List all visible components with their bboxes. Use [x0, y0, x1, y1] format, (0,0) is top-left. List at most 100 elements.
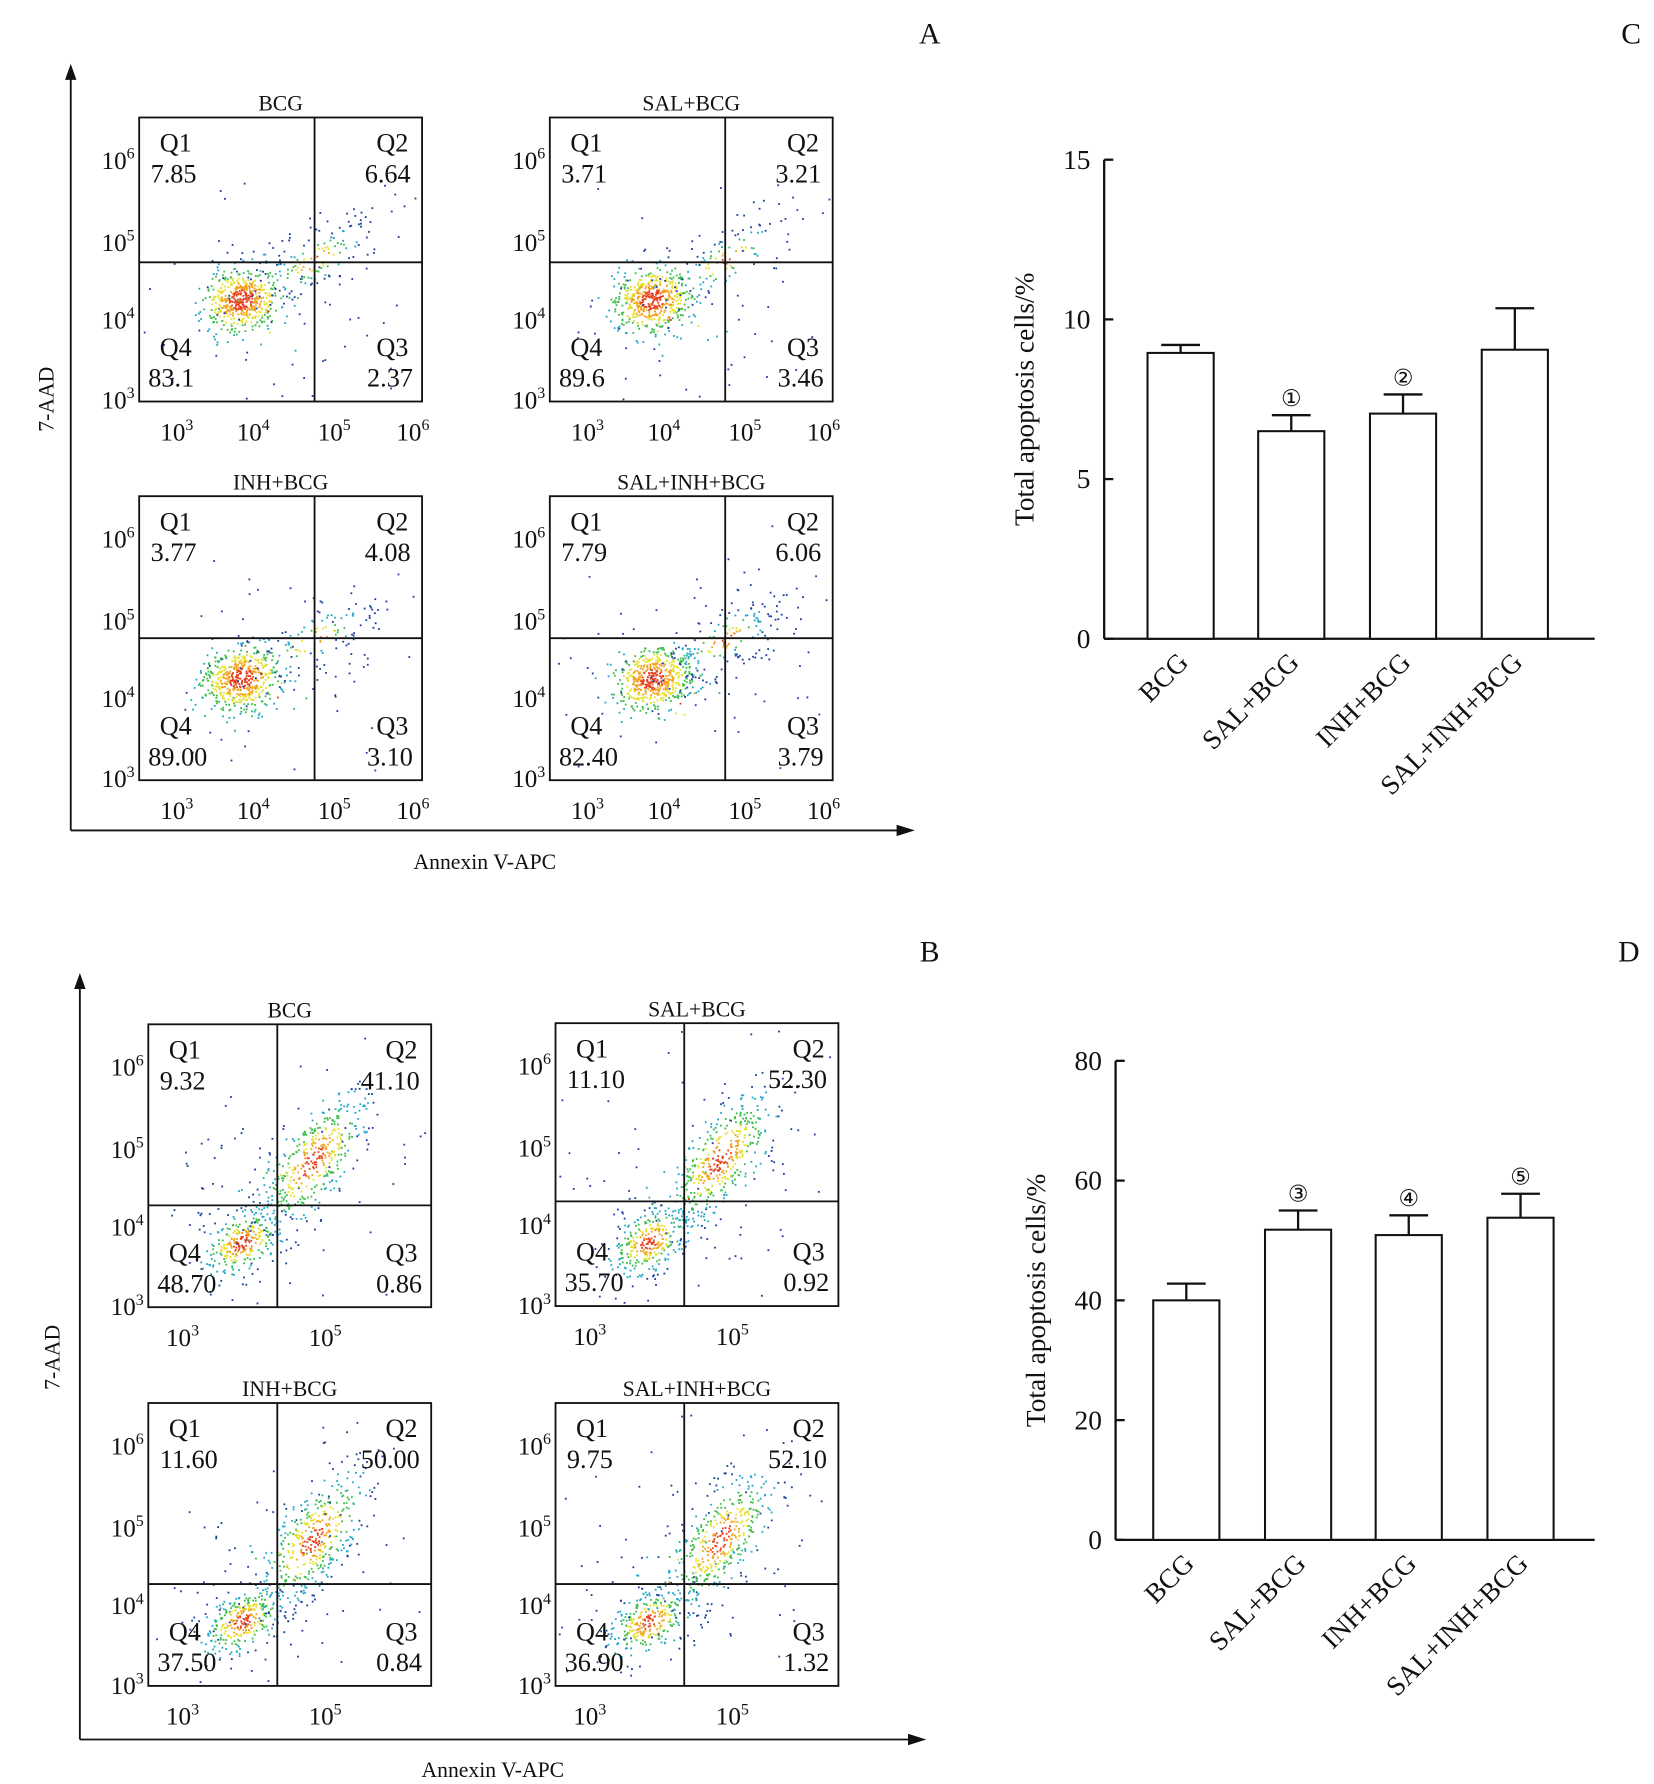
scatter-point [301, 278, 304, 280]
scatter-point [675, 290, 678, 293]
scatter-point [633, 1267, 636, 1270]
scatter-point [604, 1275, 607, 1278]
scatter-point [229, 306, 232, 309]
scatter-point [334, 616, 336, 619]
scatter-point [340, 1139, 343, 1142]
scatter-point [684, 1183, 687, 1186]
scatter-point [785, 616, 788, 619]
scatter-point [254, 317, 257, 320]
scatter-point [313, 1167, 315, 1170]
scatter-point [621, 1211, 624, 1214]
scatter-point [324, 1154, 326, 1156]
scatter-point [648, 313, 651, 316]
scatter-point [211, 647, 214, 650]
scatter-point [258, 694, 260, 697]
scatter-point [724, 1177, 727, 1180]
scatter-point [289, 1282, 292, 1285]
scatter-point [658, 1230, 660, 1233]
scatter-point [620, 286, 623, 289]
scatter-point [284, 1616, 287, 1619]
scatter-point [651, 294, 654, 296]
scatter-point [229, 1250, 232, 1253]
scatter-point [395, 304, 398, 307]
scatter-point [237, 282, 240, 285]
scatter-point [317, 1174, 320, 1177]
scatter-point [662, 1238, 664, 1240]
scatter-point [247, 316, 250, 319]
scatter-point [244, 1593, 246, 1596]
scatter-point [781, 1109, 783, 1112]
scatter-point [245, 672, 248, 675]
scatter-point [694, 315, 697, 318]
scatter-point [253, 1621, 256, 1624]
scatter-point [697, 662, 700, 665]
scatter-point [242, 1229, 245, 1232]
scatter-point [226, 309, 229, 311]
scatter-point [693, 639, 696, 642]
scatter-point [655, 323, 658, 326]
scatter-point [678, 684, 681, 687]
scatter-point [665, 299, 668, 302]
scatter-point [209, 296, 211, 299]
scatter-point [340, 1492, 342, 1495]
scatter-point [286, 649, 289, 652]
scatter-point [655, 1227, 658, 1230]
scatter-point [658, 280, 661, 283]
scatter-point [244, 280, 247, 283]
scatter-point [191, 751, 194, 754]
scatter-point [262, 288, 264, 291]
scatter-point [787, 233, 790, 236]
scatter-point [624, 703, 627, 706]
scatter-point [628, 669, 631, 672]
scatter-point [651, 662, 654, 665]
scatter-point [271, 1627, 273, 1630]
scatter-point [252, 1230, 255, 1233]
scatter-point [626, 315, 629, 317]
scatter-point [754, 252, 757, 255]
scatter-point [634, 670, 637, 673]
scatter-point [624, 294, 627, 297]
scatter-point [650, 292, 653, 295]
scatter-point [225, 1255, 228, 1258]
scatter-point [215, 1597, 218, 1599]
scatter-point [693, 692, 696, 695]
scatter-point [621, 1261, 624, 1264]
scatter-point [214, 1222, 217, 1225]
scatter-point [337, 1110, 340, 1113]
scatter-point [231, 293, 234, 295]
scatter-point [748, 1121, 751, 1124]
scatter-point [215, 694, 218, 697]
scatter-point [337, 629, 339, 632]
scatter-point [253, 679, 256, 682]
scatter-point [331, 1179, 334, 1182]
scatter-point [656, 661, 659, 664]
scatter-point [266, 324, 269, 327]
scatter-point [646, 1253, 649, 1256]
scatter-point [703, 1172, 706, 1175]
scatter-point [255, 1613, 258, 1616]
scatter-point [711, 273, 714, 276]
scatter-point [239, 695, 242, 698]
scatter-point [295, 1182, 298, 1184]
scatter-point [713, 642, 715, 645]
scatter-point [258, 639, 261, 642]
scatter-point [317, 270, 320, 273]
scatter-point [744, 614, 747, 617]
scatter-point [665, 277, 668, 280]
scatter-point [721, 231, 724, 233]
scatter-point [714, 1168, 717, 1171]
scatter-point [397, 573, 400, 576]
scatter-point [615, 1274, 618, 1276]
scatter-point [233, 1601, 236, 1604]
scatter-point [244, 1208, 247, 1211]
scatter-point [369, 221, 372, 223]
scatter-point [226, 671, 229, 673]
scatter-point [728, 384, 731, 387]
scatter-point [218, 1284, 221, 1287]
scatter-point [264, 253, 267, 256]
scatter-point [258, 1257, 261, 1259]
scatter-point [628, 1197, 631, 1200]
scatter-point [323, 242, 326, 245]
scatter-point [265, 692, 268, 695]
q4-value: 83.1 [148, 364, 194, 393]
